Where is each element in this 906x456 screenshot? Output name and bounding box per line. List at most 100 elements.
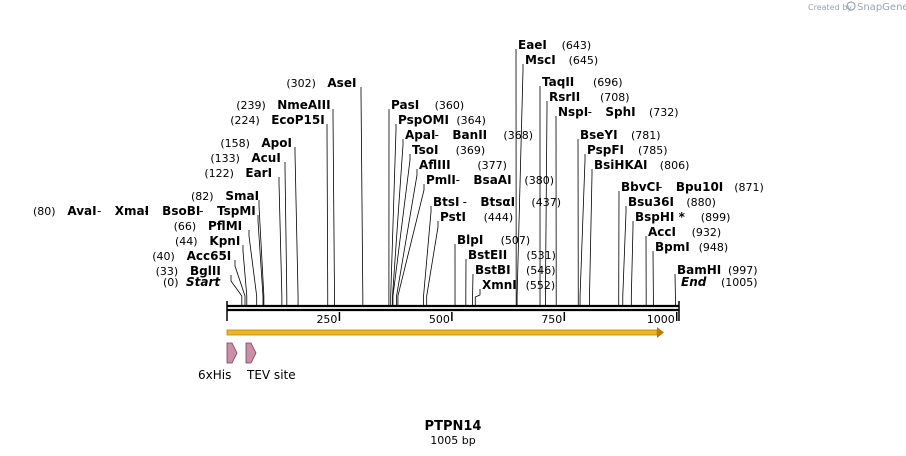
site-name: BbvCI [621,180,660,194]
site-label-msci[interactable]: MscI (645) [525,53,598,67]
site-name: BseYI [580,128,618,142]
site-line-afliii [396,169,418,305]
site-label-acci[interactable]: AccI (932) [648,225,721,239]
site-label-bglii[interactable]: (33) BglII [156,264,221,278]
site-name: AccI [648,225,676,239]
site-label-rsrii[interactable]: RsrII (708) [549,90,630,104]
feature-arrow-icon [245,342,257,364]
site-name: AvaI [67,204,96,218]
site-label-afliii[interactable]: AflIII (377) [419,158,507,172]
site-label-ecop15i[interactable]: (224) EcoP15I [230,113,325,127]
site-label-btsi[interactable]: BtsI - BtsαI (437) [433,195,561,209]
site-line-psti [426,221,439,305]
site-name: AflIII [419,158,451,172]
site-position: (785) [638,144,668,157]
site-position: (302) [286,77,316,90]
site-name: BsoBI [162,204,200,218]
site-line-acui [284,162,288,305]
site-label-blpi[interactable]: BlpI (507) [457,233,530,247]
snapgene-logo-icon [846,1,856,11]
site-label-eaei[interactable]: EaeI (643) [518,38,591,52]
site-name: NspI [558,105,588,119]
feature-label: 6xHis [198,368,231,382]
site-position: (380) [524,174,554,187]
site-position: (546) [526,264,556,277]
site-position: (643) [562,39,592,52]
site-name: PmlI [426,173,456,187]
site-line-apoi [294,147,299,305]
site-label-bbvci[interactable]: BbvCI - Bpu10I (871) [621,180,764,194]
site-position: (360) [435,99,465,112]
site-position: (239) [236,99,266,112]
site-label-pmli[interactable]: PmlI - BsaAI (380) [426,173,554,187]
orf-arrow[interactable] [226,327,664,338]
site-position: (122) [204,167,234,180]
site-position: (880) [686,196,716,209]
site-name: KpnI [209,234,240,248]
site-name: BsiHKAI [594,158,648,172]
site-label-pspfi[interactable]: PspFI (785) [587,143,668,157]
site-name: ApoI [261,136,292,150]
end-label[interactable]: End (1005) [681,275,758,289]
site-label-pflmi[interactable]: (66) PflMI [174,219,243,233]
site-separator: - [456,173,460,187]
site-position: (369) [456,144,486,157]
site-name: PspOMI [398,113,449,127]
site-name: EarI [245,166,272,180]
site-label-apoi[interactable]: (158) ApoI [220,136,292,150]
site-label-bpmi[interactable]: BpmI (948) [655,240,728,254]
site-label-taqii[interactable]: TaqII (696) [542,75,623,89]
features: 6xHis TEV site [198,342,296,382]
site-label-asei[interactable]: (302) AseI [286,76,356,90]
site-label-avai[interactable]: (80) AvaI - XmaI - BsoBI - TspMI [33,204,256,218]
site-label-smai[interactable]: (82) SmaI [191,189,259,203]
site-label-bamhi[interactable]: BamHI (997) [677,263,758,277]
site-name: TspMI [217,204,256,218]
site-line-acc65i [234,260,246,305]
site-label-psti[interactable]: PstI (444) [440,210,513,224]
site-label-bsihkai[interactable]: BsiHKAI (806) [594,158,689,172]
feature-tev-site[interactable]: TEV site [245,342,296,382]
site-label-bsteii[interactable]: BstEII (531) [468,248,556,262]
site-position: (377) [477,159,507,172]
site-label-bstbi[interactable]: BstBI (546) [475,263,556,277]
site-label-tsoi[interactable]: TsoI (369) [412,143,485,157]
feature-6xhis[interactable]: 6xHis [198,342,238,382]
site-name: PasI [391,98,419,112]
site-label-pasi[interactable]: PasI (360) [391,98,464,112]
site-position: (552) [526,279,556,292]
site-separator: - [97,204,101,218]
site-name: PflMI [208,219,242,233]
site-label-kpni[interactable]: (44) KpnI [175,234,240,248]
site-name: BtsI [433,195,460,209]
site-label-nmeaiii[interactable]: (239) NmeAIII [236,98,330,112]
site-position: (806) [660,159,690,172]
map-title: PTPN14 [425,419,482,434]
site-name: EcoP15I [271,113,325,127]
site-label-nspi[interactable]: NspI - SphI (732) [558,105,679,119]
site-name: SphI [605,105,635,119]
site-name: PstI [440,210,466,224]
site-label-bsphi[interactable]: BspHI * (899) [635,210,730,224]
site-label-apai[interactable]: ApaI - BanII (368) [405,128,533,142]
site-label-acui[interactable]: (133) AcuI [210,151,280,165]
site-label-bseyi[interactable]: BseYI (781) [580,128,661,142]
site-label-pspomi[interactable]: PspOMI (364) [398,113,486,127]
end-name: End [681,275,707,289]
start-label[interactable]: (0) Start [163,275,221,289]
site-name: BamHI [677,263,721,277]
site-name: Acc65I [187,249,232,263]
site-line-pmli [397,184,425,305]
site-line-msci [516,64,524,305]
site-label-acc65i[interactable]: (40) Acc65I [152,249,231,263]
site-line-asei [360,87,364,305]
site-label-xmni[interactable]: XmnI (552) [482,278,555,292]
site-name: XmaI [115,204,149,218]
site-label-bsu36i[interactable]: Bsu36I (880) [628,195,716,209]
site-label-eari[interactable]: (122) EarI [204,166,272,180]
site-line-btsi [423,206,432,305]
site-position: (932) [692,226,722,239]
site-name: BspHI * [635,210,686,224]
site-separator: - [588,105,592,119]
site-position: (708) [600,91,630,104]
